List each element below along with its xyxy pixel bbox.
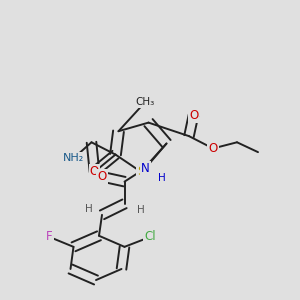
Text: H: H (158, 173, 166, 183)
Text: H: H (137, 205, 145, 215)
Text: O: O (90, 165, 99, 178)
Text: F: F (46, 230, 53, 244)
Text: S: S (137, 165, 145, 178)
Text: N: N (141, 162, 150, 175)
Text: CH₃: CH₃ (136, 97, 155, 107)
Text: O: O (208, 142, 217, 155)
Text: Cl: Cl (144, 230, 156, 244)
Text: H: H (85, 204, 92, 214)
Text: O: O (98, 170, 106, 183)
Text: NH₂: NH₂ (63, 153, 84, 163)
Text: O: O (189, 109, 198, 122)
